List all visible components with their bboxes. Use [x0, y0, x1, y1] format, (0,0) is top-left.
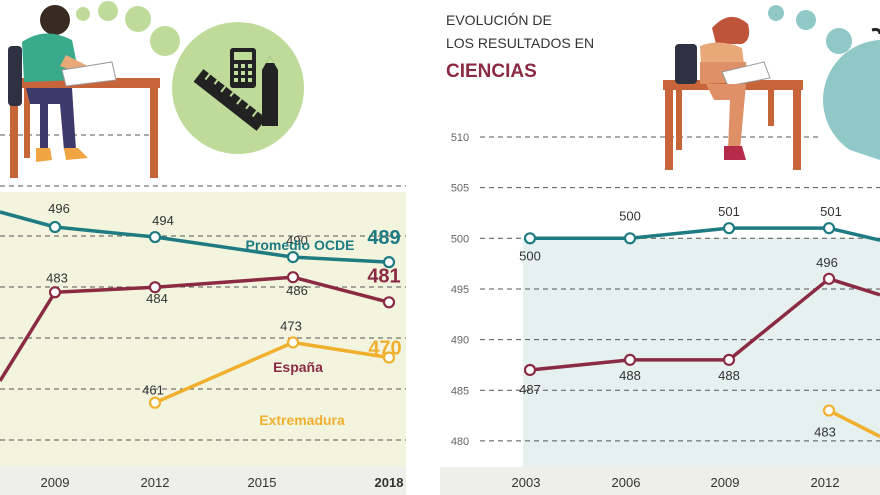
title-line-1: EVOLUCIÓN DE — [446, 12, 552, 28]
right-plot-background — [523, 238, 880, 467]
data-label-espana-2012: 484 — [146, 291, 168, 306]
thought-bubble-icon — [768, 5, 852, 54]
data-label-promedio-ocde-2009: 496 — [48, 201, 70, 216]
x-tick-2018: 2018 — [375, 475, 404, 490]
data-point-extremadura-2018 — [382, 351, 396, 364]
data-label-espana-2009: 483 — [46, 270, 68, 285]
right-panel: 510 505 500 495 490 485 480 EVOLUCIÓN DE LOS R… — [440, 5, 880, 495]
data-point-extremadura-2012 — [822, 404, 836, 417]
data-label-espana-2018: 481 — [367, 265, 400, 287]
data-label-promedio-ocde-2012: 501 — [820, 204, 842, 219]
data-point-espana-2009 — [722, 353, 736, 366]
data-point-espana-2012 — [822, 272, 836, 285]
data-point-promedio-ocde-2012 — [822, 222, 836, 235]
data-point-promedio-ocde-2018 — [382, 256, 396, 269]
data-label-espana-2015: 486 — [286, 283, 308, 298]
data-point-promedio-ocde-2012 — [148, 230, 162, 244]
data-label-espana-2012: 496 — [816, 255, 838, 270]
data-label-promedio-ocde-2009: 501 — [718, 204, 740, 219]
x-tick-2015: 2015 — [248, 475, 277, 490]
data-label-extremadura-2015: 473 — [280, 318, 302, 333]
y-tick-485: 485 — [451, 385, 469, 397]
x-tick-2003: 2003 — [512, 475, 541, 490]
data-point-extremadura-2015 — [286, 336, 300, 349]
y-tick-490: 490 — [451, 335, 469, 347]
data-point-espana-2015 — [286, 271, 300, 284]
data-point-promedio-ocde-2009 — [48, 220, 62, 234]
left-x-tick-labels: 2009 2012 2015 2018 — [41, 475, 404, 490]
data-point-espana-2003 — [523, 363, 537, 377]
ruler-icon — [193, 69, 267, 131]
x-tick-2012: 2012 — [811, 475, 840, 490]
right-gridlines — [480, 136, 880, 442]
data-point-promedio-ocde-2006 — [623, 232, 637, 245]
data-label-promedio-ocde-2015: 490 — [286, 233, 308, 248]
left-series-names: Promedio OCDE España Extremadura — [246, 237, 355, 428]
data-point-promedio-ocde-2009 — [722, 222, 736, 235]
left-xaxis-band — [0, 467, 406, 495]
series-line-espana — [529, 277, 831, 372]
series-line-extremadura-continuation — [828, 408, 880, 439]
data-label-promedio-ocde-2006: 500 — [619, 208, 641, 223]
y-tick-510: 510 — [451, 132, 469, 144]
series-name-extremadura: Extremadura — [259, 412, 345, 428]
left-plot-background — [0, 192, 406, 467]
data-point-promedio-ocde-2003 — [523, 232, 537, 245]
y-tick-495: 495 — [451, 284, 469, 296]
data-point-espana-2009 — [48, 286, 62, 299]
y-tick-505: 505 — [451, 183, 469, 195]
data-label-promedio-ocde-2012: 494 — [152, 213, 174, 228]
data-point-espana-2006 — [623, 353, 637, 366]
x-tick-2009: 2009 — [41, 475, 70, 490]
data-point-promedio-ocde-2015 — [286, 251, 300, 264]
data-label-extremadura-2018: 470 — [368, 338, 401, 360]
right-xaxis-band — [440, 467, 880, 495]
x-tick-2006: 2006 — [612, 475, 641, 490]
data-label-extremadura-2012: 483 — [814, 425, 836, 440]
x-tick-2009: 2009 — [711, 475, 740, 490]
data-label-espana-2006: 488 — [619, 368, 641, 383]
right-series-points — [523, 222, 836, 417]
title-subject: CIENCIAS — [446, 61, 537, 82]
right-point-labels: 500 500 501 501 487 488 488 496 483 — [519, 204, 842, 439]
student-writing-icon — [663, 16, 803, 170]
data-point-espana-2018 — [382, 296, 396, 309]
y-tick-480: 480 — [451, 436, 469, 448]
data-label-promedio-ocde-2018: 489 — [367, 227, 400, 249]
x-tick-2012: 2012 — [141, 475, 170, 490]
right-y-tick-labels: 510 505 500 495 490 485 480 — [451, 132, 469, 448]
data-label-promedio-ocde-2003: 500 — [519, 248, 541, 263]
science-icon — [871, 28, 880, 35]
series-line-promedio-ocde-continuation — [828, 226, 880, 242]
left-series-points — [48, 220, 396, 409]
data-label-espana-2009: 488 — [718, 368, 740, 383]
data-label-extremadura-2012: 461 — [142, 383, 164, 398]
series-line-promedio-ocde — [530, 226, 829, 241]
series-name-promedio-ocde: Promedio OCDE — [246, 237, 355, 253]
left-point-labels: 496 494 490 489 483 484 486 481 461 473 470 — [46, 201, 402, 398]
right-x-tick-labels: 2003 2006 2009 2012 — [512, 475, 840, 490]
data-point-extremadura-2012 — [148, 396, 162, 409]
data-point-espana-2012 — [148, 281, 162, 294]
series-line-espana-continuation — [828, 277, 880, 297]
left-panel: 496 494 490 489 483 484 486 481 461 473 470 Promed… — [0, 1, 406, 495]
calculator-icon — [230, 48, 256, 88]
student-writing-icon — [8, 5, 160, 178]
pencil-icon — [262, 56, 278, 126]
science-circle — [823, 40, 880, 160]
right-series-lines — [529, 226, 880, 439]
title-line-2: LOS RESULTADOS EN — [446, 35, 594, 51]
data-label-espana-2003: 487 — [519, 382, 541, 397]
series-name-espana: España — [273, 359, 323, 375]
thought-bubble-icon — [76, 1, 180, 56]
y-tick-500: 500 — [451, 233, 469, 245]
